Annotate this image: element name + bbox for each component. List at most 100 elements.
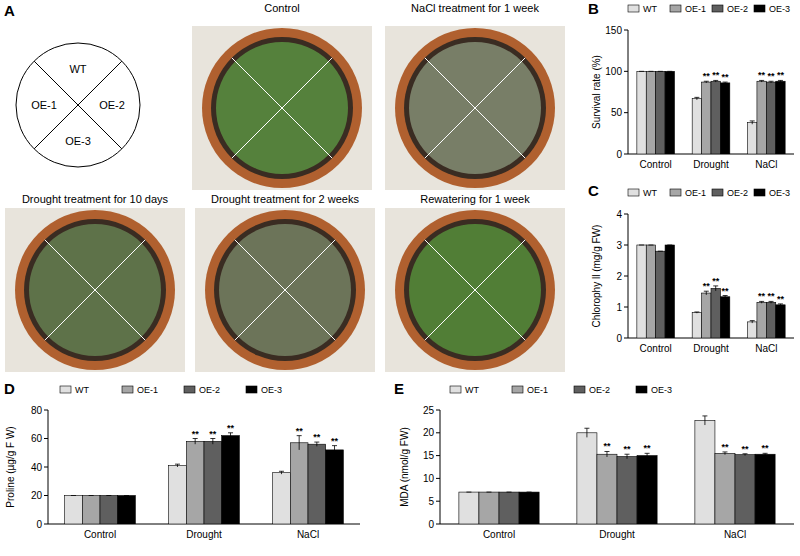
bar bbox=[720, 297, 729, 338]
bar bbox=[646, 245, 655, 338]
y-tick-label: 15 bbox=[423, 450, 435, 461]
significance: ** bbox=[296, 426, 304, 436]
y-tick bbox=[436, 455, 440, 456]
bar bbox=[459, 492, 479, 524]
significance: ** bbox=[758, 70, 766, 80]
y-tick bbox=[624, 245, 628, 246]
bar bbox=[766, 302, 775, 338]
y-tick-label: 60 bbox=[31, 433, 43, 444]
soil bbox=[211, 37, 353, 179]
error-bar bbox=[759, 301, 764, 303]
y-tick-label: 3 bbox=[616, 240, 622, 251]
photo: Drought treatment for 10 days bbox=[5, 193, 185, 372]
y-tick bbox=[44, 438, 48, 439]
bar bbox=[656, 71, 665, 154]
pot bbox=[395, 28, 555, 188]
pot bbox=[202, 28, 362, 188]
divider bbox=[45, 240, 145, 340]
bar bbox=[748, 123, 757, 154]
error-bar bbox=[645, 453, 650, 458]
photo-bg bbox=[5, 208, 185, 372]
bar bbox=[637, 456, 657, 524]
error-bar bbox=[89, 495, 94, 496]
x-tick-label: NaCl bbox=[755, 343, 777, 354]
error-bar bbox=[314, 442, 319, 446]
legend-label: OE-3 bbox=[651, 385, 672, 395]
bar bbox=[735, 455, 755, 524]
y-tick bbox=[624, 112, 628, 113]
pot bbox=[15, 210, 175, 370]
marks bbox=[637, 71, 785, 154]
error-bar bbox=[228, 433, 233, 439]
divider bbox=[235, 240, 335, 340]
photo: Drought treatment for 2 weeks bbox=[195, 193, 375, 372]
error-bar bbox=[175, 464, 180, 467]
significance: ** bbox=[758, 291, 766, 301]
error-bar bbox=[759, 80, 764, 82]
legend-label: OE-2 bbox=[727, 188, 748, 198]
legend-swatch bbox=[712, 5, 723, 12]
legend-swatch bbox=[636, 386, 647, 393]
photo-bg bbox=[195, 208, 375, 372]
photo-bg bbox=[385, 208, 565, 372]
significance: ** bbox=[777, 70, 785, 80]
legend-swatch bbox=[754, 5, 765, 12]
marks bbox=[459, 416, 775, 524]
significance: ** bbox=[603, 441, 611, 451]
x-tick-label: Control bbox=[483, 529, 515, 540]
x-tick-label: Drought bbox=[693, 159, 729, 170]
legend-swatch bbox=[512, 386, 523, 393]
error-bar bbox=[658, 251, 663, 252]
divider bbox=[425, 58, 525, 158]
y-tick-label: 2 bbox=[616, 271, 622, 282]
panel-label: E bbox=[394, 380, 404, 397]
error-bar bbox=[702, 416, 707, 425]
y-tick-label: 0 bbox=[36, 519, 42, 530]
bar bbox=[637, 71, 646, 154]
soil bbox=[214, 219, 356, 361]
y-tick bbox=[624, 214, 628, 215]
bar bbox=[757, 302, 766, 338]
y-tick bbox=[436, 432, 440, 433]
bar bbox=[617, 457, 637, 524]
bar bbox=[656, 251, 665, 338]
significance: ** bbox=[644, 443, 652, 453]
bar bbox=[118, 496, 136, 525]
error-bar bbox=[332, 446, 337, 455]
error-bar bbox=[769, 301, 774, 303]
y-tick-label: 4 bbox=[616, 209, 622, 220]
significance: ** bbox=[703, 71, 711, 81]
significance: ** bbox=[313, 432, 321, 442]
plants bbox=[409, 42, 541, 174]
y-tick-label: 0 bbox=[428, 519, 434, 530]
bar bbox=[222, 436, 240, 524]
y-tick-label: 0 bbox=[616, 149, 622, 160]
legend-swatch bbox=[712, 189, 723, 196]
legend-label: OE-3 bbox=[769, 188, 790, 198]
bar bbox=[204, 441, 222, 524]
y-tick-label: 0 bbox=[616, 333, 622, 344]
legend-swatch bbox=[122, 386, 133, 393]
legend-swatch bbox=[60, 386, 71, 393]
significance: ** bbox=[721, 442, 729, 452]
y-tick-label: 25 bbox=[423, 405, 435, 416]
error-bar bbox=[210, 439, 215, 445]
legend-label: OE-1 bbox=[527, 385, 548, 395]
y-tick bbox=[624, 338, 628, 339]
legend-label: OE-3 bbox=[261, 385, 282, 395]
y-tick-label: 100 bbox=[605, 66, 622, 77]
legend-swatch bbox=[450, 386, 461, 393]
y-tick bbox=[44, 410, 48, 411]
panel-label: A bbox=[4, 2, 15, 19]
y-tick-label: 1 bbox=[616, 302, 622, 313]
x-tick-label: NaCl bbox=[755, 159, 777, 170]
bar bbox=[711, 288, 720, 338]
error-bar bbox=[763, 453, 768, 455]
legend-label: OE-1 bbox=[137, 385, 158, 395]
photo: NaCl treatment for 1 week bbox=[385, 2, 565, 190]
bar bbox=[692, 313, 701, 338]
divider bbox=[425, 58, 525, 158]
panel-label: C bbox=[588, 182, 599, 199]
y-tick bbox=[436, 501, 440, 502]
bar bbox=[82, 496, 100, 525]
